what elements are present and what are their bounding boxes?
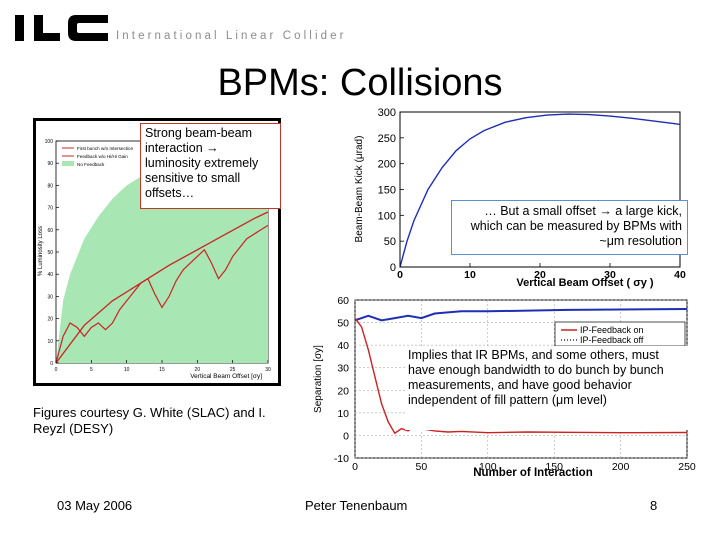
ilc-logo-icon xyxy=(15,15,108,41)
series-line-kick xyxy=(399,113,681,268)
y-tick-label: 90 xyxy=(47,161,53,167)
series-line-feedback xyxy=(55,224,269,364)
implies-callout: Implies that IR BPMs, and some others, m… xyxy=(405,346,690,430)
y-tick-label: 100 xyxy=(45,139,54,145)
strong-interaction-callout: Strong beam-beam interaction → luminosit… xyxy=(140,123,281,209)
logo-subtitle: International Linear Collider xyxy=(116,30,347,42)
x-tick-label: 250 xyxy=(678,461,696,473)
y-axis-label: Beam-Beam Kick (μrad) xyxy=(354,136,365,243)
footer-date: 03 May 2006 xyxy=(57,498,133,513)
y-tick-label: 60 xyxy=(337,295,349,307)
x-tick-label: 50 xyxy=(416,461,428,473)
y-tick-label: 0 xyxy=(50,361,53,367)
y-tick-label: 300 xyxy=(378,107,396,119)
footer-author: Peter Tenenbaum xyxy=(305,498,408,513)
x-tick-label: 15 xyxy=(159,367,165,373)
slide-title: BPMs: Collisions xyxy=(217,62,503,104)
x-tick-label: 150 xyxy=(545,461,563,473)
y-tick-label: 200 xyxy=(378,159,396,171)
x-axis-label: Number of Interaction xyxy=(473,467,592,479)
beam-beam-kick-chart: 0 50 100 150 200 250 300 0 10 20 30 40 Beam-Beam Kic… xyxy=(354,107,686,289)
y-tick-label: 10 xyxy=(47,339,53,345)
y-tick-label: 80 xyxy=(47,183,53,189)
legend-entry-on: IP-Feedback on xyxy=(580,325,644,335)
legend-box xyxy=(554,321,686,347)
y-tick-label: 0 xyxy=(390,262,396,274)
y-tick-label: 40 xyxy=(337,340,349,352)
y-tick-label: 0 xyxy=(343,430,349,442)
courtesy-text: Figures courtesy G. White (SLAC) and I. … xyxy=(33,405,266,436)
x-tick-label: 5 xyxy=(90,367,93,373)
x-tick-label: 30 xyxy=(265,367,271,373)
y-tick-label: -10 xyxy=(334,453,349,465)
x-tick-label: 20 xyxy=(534,269,546,281)
luminosity-chart-frame: 0 10 20 30 40 50 60 70 80 90 100 0 5 10 15 20 25 30 % Lumi… xyxy=(33,118,281,386)
strong-interaction-text: Strong beam-beam interaction → luminosit… xyxy=(145,126,259,200)
y-tick-label: 20 xyxy=(337,385,349,397)
small-offset-callout: … But a small offset → a large kick, whi… xyxy=(451,200,688,255)
footer-page-number: 8 xyxy=(650,498,658,513)
legend-entry-off: IP-Feedback off xyxy=(580,335,644,345)
legend-entry: No Feedback xyxy=(77,162,105,167)
legend-entry: First bunch w/o Intersection xyxy=(77,146,134,151)
y-tick-label: 50 xyxy=(384,236,396,248)
y-tick-label: 150 xyxy=(378,185,396,197)
luminosity-loss-chart: 0 10 20 30 40 50 60 70 80 90 100 0 5 10 15 20 25 30 % Lumi… xyxy=(38,139,271,380)
x-tick-label: 40 xyxy=(674,269,686,281)
x-tick-label: 20 xyxy=(195,367,201,373)
x-axis-label: Vertical Beam Offset [σy] xyxy=(190,373,262,380)
y-tick-label: 50 xyxy=(337,318,349,330)
y-tick-label: 20 xyxy=(47,317,53,323)
series-line-first-bunch xyxy=(55,211,269,364)
small-offset-text: … But a small offset → a large kick, whi… xyxy=(470,204,682,248)
x-tick-label: 10 xyxy=(124,367,130,373)
y-axis-label: Separation [σy] xyxy=(313,345,324,413)
x-tick-label: 0 xyxy=(397,269,403,281)
y-tick-label: 50 xyxy=(47,250,53,256)
implies-text: Implies that IR BPMs, and some others, m… xyxy=(408,348,664,407)
legend-swatch xyxy=(62,161,74,166)
y-tick-label: 30 xyxy=(337,363,349,375)
x-tick-label: 0 xyxy=(55,367,58,373)
x-tick-label: 10 xyxy=(464,269,476,281)
y-tick-label: 100 xyxy=(378,210,396,222)
x-tick-label: 100 xyxy=(479,461,497,473)
y-tick-label: 70 xyxy=(47,206,53,212)
y-tick-label: 60 xyxy=(47,228,53,234)
y-tick-label: 10 xyxy=(337,408,349,420)
y-axis-label: % Luminosity Loss xyxy=(38,226,44,276)
x-tick-label: 200 xyxy=(612,461,630,473)
x-tick-label: 30 xyxy=(604,269,616,281)
x-tick-label: 0 xyxy=(352,461,358,473)
x-tick-label: 25 xyxy=(230,367,236,373)
legend-entry: Feedback w/o Hi/Hi Gain xyxy=(77,154,128,159)
y-tick-label: 40 xyxy=(47,272,53,278)
x-axis-label: Vertical Beam Offset ( σy ) xyxy=(516,277,653,289)
y-tick-label: 250 xyxy=(378,133,396,145)
y-tick-label: 30 xyxy=(47,294,53,300)
series-line-feedback-off xyxy=(354,308,688,322)
